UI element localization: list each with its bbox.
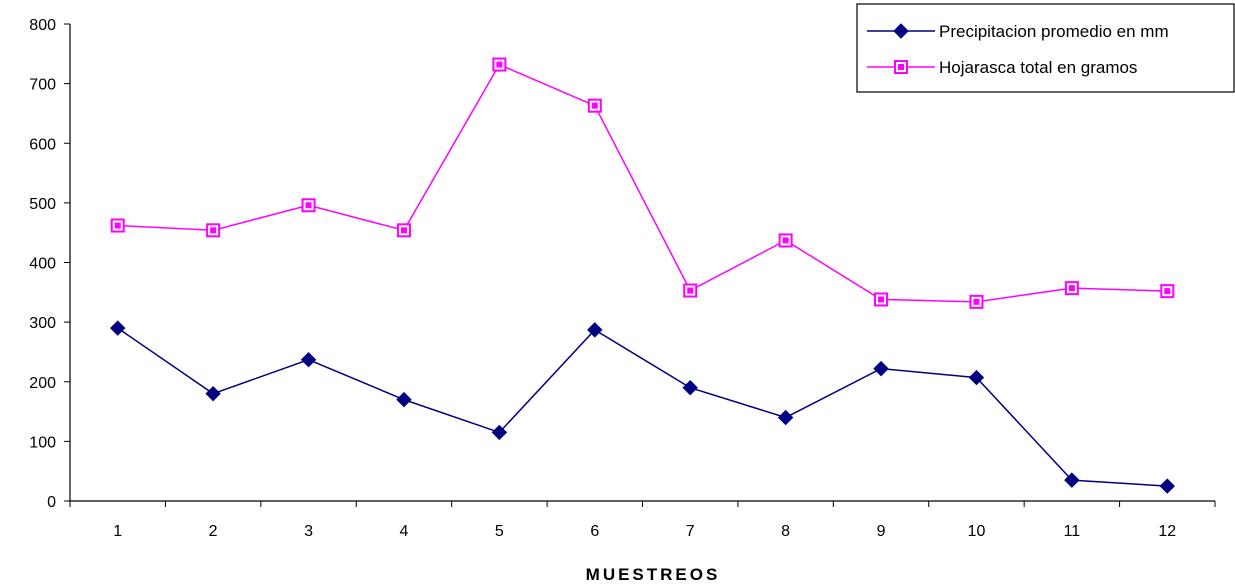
data-point	[873, 360, 889, 377]
x-tick-label: 10	[968, 523, 986, 540]
x-axis-ticks: 1 2 3 4 5 6 7 8 9 10 11 12	[69, 501, 1216, 540]
data-point	[683, 283, 698, 298]
data-point	[1064, 472, 1080, 488]
data-point	[587, 322, 603, 338]
data-point	[110, 320, 126, 336]
x-tick-label: 1	[113, 523, 122, 540]
legend-marker	[893, 23, 909, 39]
y-tick-label: 0	[47, 494, 56, 511]
y-tick-label: 100	[29, 434, 56, 451]
x-tick-label: 3	[304, 523, 313, 540]
x-tick-label: 6	[590, 523, 599, 540]
data-point	[301, 198, 316, 213]
data-point	[777, 409, 794, 426]
data-point	[1160, 284, 1175, 299]
y-tick-label: 700	[29, 77, 56, 94]
data-point	[492, 57, 507, 72]
data-point	[682, 380, 698, 396]
series-line	[117, 327, 1168, 487]
data-point	[1159, 478, 1175, 494]
data-point	[396, 391, 412, 408]
series-line	[117, 63, 1168, 303]
x-tick-label: 9	[877, 523, 886, 540]
y-tick-label: 200	[29, 375, 56, 392]
data-point	[969, 294, 984, 309]
y-tick-label: 400	[29, 256, 56, 273]
y-tick-label: 500	[29, 196, 56, 213]
x-tick-label: 8	[781, 523, 790, 540]
x-tick-label: 5	[495, 523, 504, 540]
y-tick-label: 600	[29, 136, 56, 153]
x-tick-label: 11	[1064, 523, 1081, 540]
data-point	[205, 385, 221, 402]
data-point	[968, 369, 985, 386]
data-point	[587, 98, 602, 113]
x-tick-label: 2	[209, 523, 218, 540]
y-tick-label: 800	[29, 17, 56, 34]
x-tick-label: 12	[1158, 523, 1176, 540]
legend-box	[856, 3, 1235, 93]
x-tick-label: 7	[686, 523, 695, 540]
y-axis-ticks: 0 100 200 300 400 500 600 700 800	[29, 17, 70, 511]
data-point	[396, 223, 411, 238]
series-1	[110, 320, 1175, 494]
series-layer	[110, 57, 1175, 494]
legend-marker	[894, 60, 908, 74]
data-point	[874, 292, 889, 307]
data-point	[1064, 281, 1079, 296]
y-tick-label: 300	[29, 315, 56, 332]
data-point	[110, 218, 125, 233]
data-point	[206, 223, 221, 238]
data-point	[300, 351, 317, 368]
axes	[69, 24, 1215, 502]
x-axis-title: MUESTREOS	[586, 565, 721, 584]
x-tick-label: 4	[400, 523, 409, 540]
legend: Precipitacion promedio en mm Hojarasca to…	[856, 3, 1235, 93]
data-point	[491, 424, 508, 441]
legend-item: Precipitacion promedio en mm	[867, 22, 1169, 41]
data-point	[778, 233, 793, 248]
series-2	[110, 57, 1175, 309]
legend-label: Hojarasca total en gramos	[939, 58, 1137, 77]
legend-label: Precipitacion promedio en mm	[939, 22, 1169, 41]
legend-item: Hojarasca total en gramos	[867, 58, 1137, 77]
